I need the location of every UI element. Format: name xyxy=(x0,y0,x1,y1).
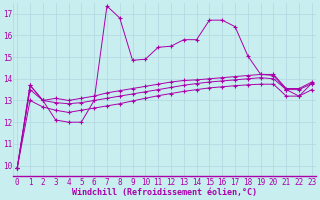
X-axis label: Windchill (Refroidissement éolien,°C): Windchill (Refroidissement éolien,°C) xyxy=(72,188,257,197)
